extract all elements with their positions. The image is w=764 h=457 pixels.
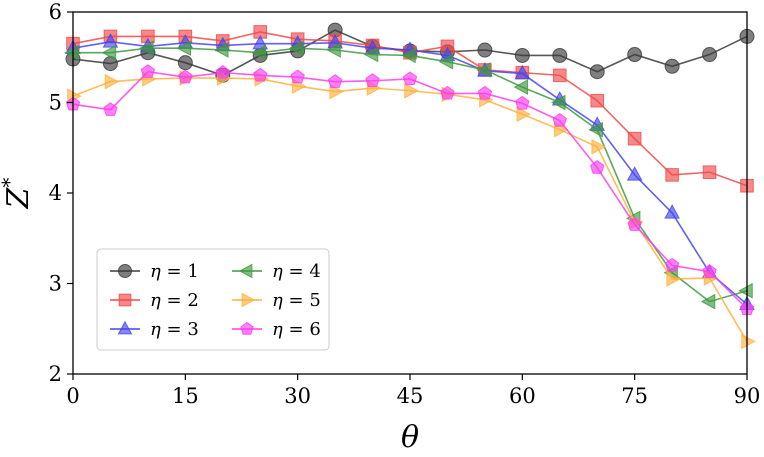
data-point [552,112,568,127]
legend-label: η = 5 [272,290,321,311]
data-point [438,53,454,70]
legend-marker [238,263,253,279]
data-point [363,46,379,63]
x-tick-label: 0 [66,384,79,408]
data-point [589,64,605,80]
data-point [290,69,305,84]
data-point [215,65,231,79]
series-layer [64,22,756,350]
legend-marker [241,292,256,308]
data-point [104,73,120,90]
data-point [404,82,419,99]
data-point [591,139,606,155]
data-point [326,42,341,58]
data-point [365,73,380,87]
data-point [402,71,418,86]
data-point [664,257,680,272]
data-point [103,102,118,116]
legend-item: η = 5 [232,290,321,311]
data-point [665,168,679,182]
data-point [664,204,680,219]
y-tick-label: 2 [49,362,62,386]
y-tick-label: 6 [49,0,62,24]
x-tick-label: 45 [397,384,424,408]
data-point [664,58,680,74]
data-point [626,166,643,181]
y-axis-title-sup: * [0,178,21,188]
legend: η = 1 η = 2 η = 3 η = 4 η = 5 η = 6 [96,248,330,351]
x-tick-label: 30 [284,384,311,408]
data-point [702,264,717,278]
data-point [214,42,229,58]
legend-marker [240,321,254,335]
legend-item: η = 4 [232,261,321,282]
legend-label: η = 2 [150,290,199,311]
data-point [516,106,532,123]
data-point [627,131,642,146]
data-point [627,217,642,231]
data-point [666,271,681,287]
legend-item: η = 1 [110,261,199,282]
data-point [327,74,343,88]
data-point [513,79,529,95]
data-point [251,44,266,61]
data-point [702,165,717,179]
data-point [139,40,154,57]
data-point [102,33,119,48]
legend-marker [118,293,132,307]
data-point [288,40,304,57]
data-point [588,121,603,138]
legend-item: η = 3 [110,319,199,340]
y-axis-title: Z* [0,178,36,210]
legend-box [96,248,330,351]
data-point [589,160,605,174]
y-axis-title-base: Z [1,186,36,209]
data-point [514,64,531,80]
legend-marker [117,320,133,335]
data-point [440,85,455,100]
data-point [476,62,491,78]
legend-label: η = 4 [272,261,321,282]
series-6 [65,64,755,316]
x-tick-label: 90 [734,384,761,408]
data-point [140,64,156,78]
data-point [700,293,716,310]
x-tick-label: 15 [172,384,199,408]
y-tick-label: 4 [49,181,62,205]
data-point [329,83,344,100]
data-point [477,85,493,100]
data-point [177,55,193,71]
x-axis-title: θ [401,420,419,455]
data-point [176,40,192,57]
legend-marker [118,264,132,278]
y-tick-label: 5 [49,91,62,115]
data-point [401,47,416,64]
data-point [252,67,268,82]
x-tick-label: 60 [509,384,536,408]
data-point [590,93,605,108]
data-point [477,42,493,58]
data-point [551,94,566,111]
legend-label: η = 6 [272,319,321,340]
data-point [627,47,643,63]
data-point [101,44,117,61]
legend-item: η = 2 [110,290,199,311]
x-tick-label: 75 [621,384,648,408]
data-point [64,44,79,61]
y-tick-label: 3 [49,272,62,296]
data-point [178,69,193,84]
data-point [702,47,718,63]
legend-label: η = 3 [150,319,199,340]
data-point [741,333,756,350]
legend-label: η = 1 [150,261,199,282]
data-point [738,282,753,299]
data-point [515,95,530,110]
data-point [552,68,567,83]
data-point [514,47,530,63]
data-point [552,47,568,63]
legend-item: η = 6 [232,319,321,340]
